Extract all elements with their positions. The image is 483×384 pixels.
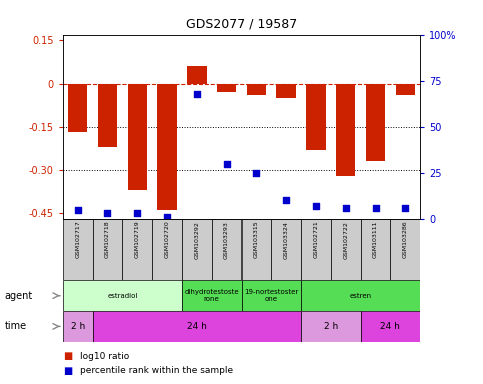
Text: GSM102717: GSM102717 [75, 221, 80, 258]
Bar [122, 219, 152, 280]
Point [163, 214, 171, 220]
Point [401, 205, 409, 211]
Bar [301, 311, 361, 342]
Bar [336, 84, 355, 176]
Bar [242, 280, 301, 311]
Text: GSM102722: GSM102722 [343, 221, 348, 258]
Point [312, 203, 320, 209]
Text: estradiol: estradiol [107, 293, 138, 299]
Text: GSM102718: GSM102718 [105, 221, 110, 258]
Text: GDS2077 / 19587: GDS2077 / 19587 [186, 17, 297, 30]
Bar [366, 84, 385, 161]
Text: ■: ■ [63, 366, 72, 376]
Bar [301, 219, 331, 280]
Point [342, 205, 350, 211]
Bar [396, 84, 415, 95]
Bar [390, 219, 420, 280]
Text: log10 ratio: log10 ratio [80, 352, 129, 361]
Bar [212, 219, 242, 280]
Bar [98, 84, 117, 147]
Text: percentile rank within the sample: percentile rank within the sample [80, 366, 233, 375]
Text: dihydrotestoste
rone: dihydrotestoste rone [185, 289, 239, 302]
Text: estren: estren [350, 293, 372, 299]
Bar [63, 219, 93, 280]
Text: GSM103315: GSM103315 [254, 221, 259, 258]
Point [253, 170, 260, 176]
Bar [157, 84, 177, 210]
Text: GSM103111: GSM103111 [373, 221, 378, 258]
Point [193, 91, 201, 97]
Text: ■: ■ [63, 351, 72, 361]
Bar [331, 219, 361, 280]
Text: GSM103292: GSM103292 [194, 221, 199, 258]
Point [282, 197, 290, 204]
Text: 2 h: 2 h [324, 322, 338, 331]
Point [223, 161, 230, 167]
Text: GSM103324: GSM103324 [284, 221, 289, 258]
Bar [152, 219, 182, 280]
Bar [247, 84, 266, 95]
Bar [63, 280, 182, 311]
Text: GSM102720: GSM102720 [165, 221, 170, 258]
Text: agent: agent [5, 291, 33, 301]
Text: 19-nortestoster
one: 19-nortestoster one [244, 289, 298, 302]
Bar [306, 84, 326, 150]
Text: 24 h: 24 h [187, 322, 207, 331]
Bar [128, 84, 147, 190]
Bar [182, 280, 242, 311]
Bar [242, 219, 271, 280]
Bar [271, 219, 301, 280]
Point [133, 210, 141, 217]
Bar [361, 311, 420, 342]
Bar [93, 219, 122, 280]
Text: GSM103293: GSM103293 [224, 221, 229, 258]
Bar [68, 84, 87, 132]
Point [74, 207, 82, 213]
Bar [93, 311, 301, 342]
Text: GSM102719: GSM102719 [135, 221, 140, 258]
Point [372, 205, 380, 211]
Bar [361, 219, 390, 280]
Text: 24 h: 24 h [381, 322, 400, 331]
Bar [63, 311, 93, 342]
Text: 2 h: 2 h [71, 322, 85, 331]
Bar [217, 84, 236, 92]
Bar [187, 66, 207, 84]
Text: GSM103286: GSM103286 [403, 221, 408, 258]
Bar [276, 84, 296, 98]
Text: GSM102721: GSM102721 [313, 221, 318, 258]
Point [104, 210, 112, 217]
Text: time: time [5, 321, 27, 331]
Bar [301, 280, 420, 311]
Bar [182, 219, 212, 280]
